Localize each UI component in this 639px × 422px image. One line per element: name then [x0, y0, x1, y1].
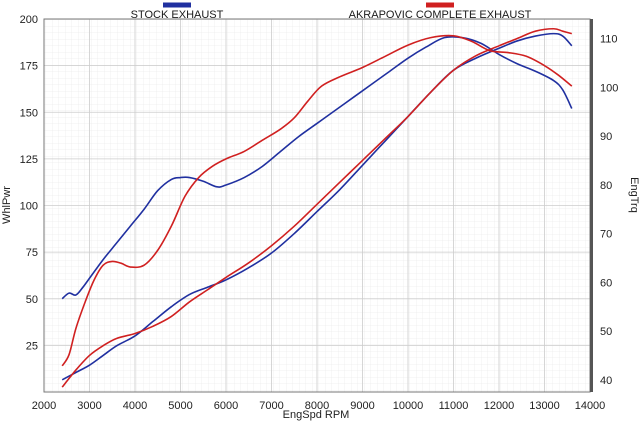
right-tick-label: 110	[600, 34, 618, 46]
right-axis-title: EngTrq	[628, 177, 639, 213]
x-tick-label: 9000	[350, 400, 374, 412]
x-tick-label: 2000	[32, 400, 56, 412]
right-tick-label: 90	[600, 131, 612, 143]
right-tick-label: 50	[600, 326, 612, 338]
legend-label-akrapovic: AKRAPOVIC COMPLETE EXHAUST	[349, 9, 532, 21]
legend: STOCK EXHAUST AKRAPOVIC COMPLETE EXHAUST	[131, 2, 532, 21]
left-tick-label: 50	[26, 294, 38, 306]
left-axis-title: WhlPwr	[1, 186, 13, 224]
x-axis-title: EngSpd RPM	[283, 409, 350, 421]
right-axis-ticks: 40 50 60 70 80 90 100 110	[600, 34, 618, 387]
series-line-stock-exhaust-torque	[61, 32, 573, 381]
x-axis-ticks: 2000 3000 4000 5000 6000 7000 8000 9000 10000 110…	[32, 400, 606, 412]
series-line-akrapovic-complete-exhaust-torque	[61, 27, 573, 388]
x-tick-label: 13000	[529, 400, 560, 412]
left-axis-ticks: 25 50 75 100 125 150 175 200	[20, 14, 38, 352]
data-series	[61, 27, 573, 388]
x-tick-label: 6000	[214, 400, 238, 412]
right-tick-label: 40	[600, 375, 612, 387]
x-tick-label: 5000	[168, 400, 192, 412]
right-tick-label: 100	[600, 82, 618, 94]
x-tick-label: 11000	[439, 400, 469, 412]
major-gridlines	[43, 18, 591, 392]
x-tick-label: 10000	[393, 400, 424, 412]
right-axis-bar	[590, 19, 593, 392]
left-tick-label: 200	[20, 14, 38, 26]
left-tick-label: 100	[20, 201, 38, 213]
right-tick-label: 60	[600, 277, 612, 289]
left-tick-label: 125	[20, 154, 38, 166]
x-tick-label: 12000	[484, 400, 515, 412]
left-tick-label: 75	[26, 247, 38, 259]
x-tick-label: 8000	[305, 400, 329, 412]
x-tick-label: 7000	[259, 400, 283, 412]
right-tick-label: 70	[600, 229, 612, 241]
x-tick-label: 4000	[123, 400, 147, 412]
left-tick-label: 175	[20, 61, 38, 73]
left-tick-label: 25	[26, 340, 38, 352]
series-line-stock-exhaust-power	[61, 35, 573, 300]
legend-label-stock: STOCK EXHAUST	[131, 9, 224, 21]
x-tick-label: 3000	[77, 400, 101, 412]
series-line-akrapovic-complete-exhaust-power	[61, 34, 573, 367]
x-tick-label: 14000	[575, 400, 606, 412]
left-tick-label: 150	[20, 107, 38, 119]
right-tick-label: 80	[600, 180, 612, 192]
